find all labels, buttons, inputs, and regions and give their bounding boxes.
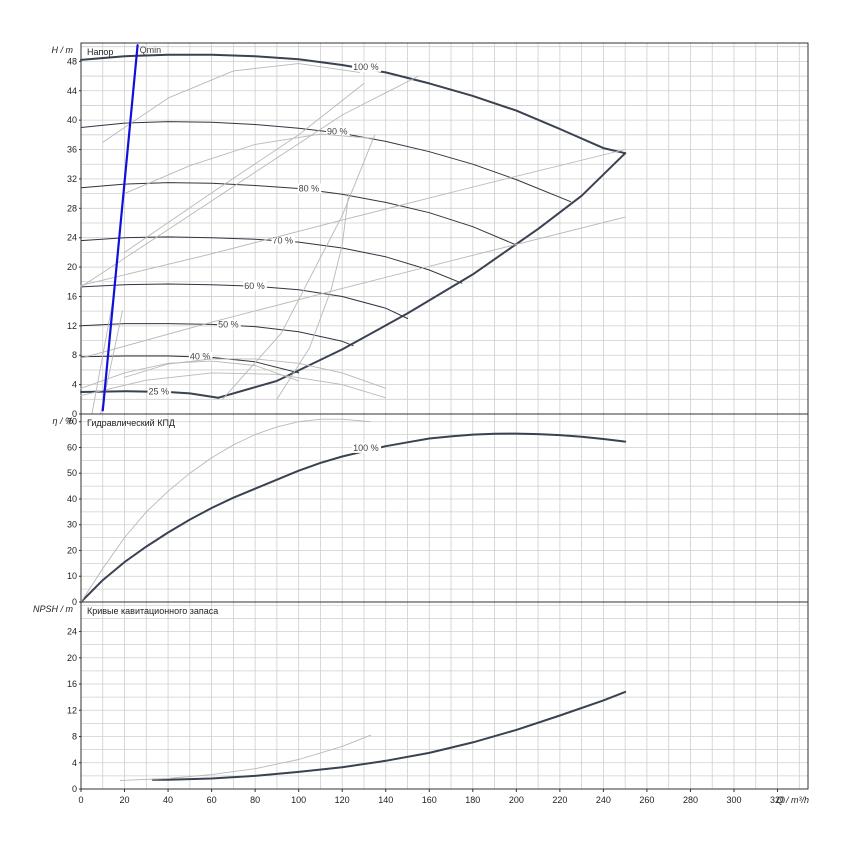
x-tick-label: 220 bbox=[552, 795, 567, 805]
x-tick-label: 120 bbox=[335, 795, 350, 805]
y-tick-label: 0 bbox=[72, 409, 77, 419]
series-line bbox=[80, 372, 387, 399]
x-tick-label: 160 bbox=[422, 795, 437, 805]
y-tick-label: 16 bbox=[67, 679, 77, 689]
curve-label: 60 % bbox=[244, 281, 265, 291]
series-line bbox=[80, 75, 419, 288]
curve-label-bg bbox=[297, 183, 322, 194]
y-tick-label: 60 bbox=[67, 442, 77, 452]
series-line bbox=[102, 63, 361, 143]
curve-label-bg bbox=[188, 351, 213, 362]
y-axis-label: NPSH / m bbox=[33, 604, 74, 614]
curve-label-bg bbox=[147, 386, 172, 397]
y-tick-label: 48 bbox=[67, 56, 77, 66]
x-tick-label: 20 bbox=[120, 795, 130, 805]
y-tick-label: 8 bbox=[72, 350, 77, 360]
series-line bbox=[119, 734, 371, 781]
y-tick-label: 8 bbox=[72, 732, 77, 742]
y-tick-label: 0 bbox=[72, 597, 77, 607]
curve-label-bg bbox=[325, 126, 350, 137]
x-tick-label: 180 bbox=[465, 795, 480, 805]
series-line bbox=[80, 418, 371, 603]
series-line bbox=[80, 149, 626, 286]
y-tick-label: 12 bbox=[67, 321, 77, 331]
x-tick-label: 260 bbox=[639, 795, 654, 805]
panel-title: Гидравлический КПД bbox=[87, 418, 175, 428]
curve-label: Qmin bbox=[140, 45, 162, 55]
series-line bbox=[80, 121, 572, 203]
y-tick-label: 10 bbox=[67, 571, 77, 581]
curve-label: 90 % bbox=[327, 127, 348, 137]
y-tick-label: 4 bbox=[72, 758, 77, 768]
curve-label-bg bbox=[243, 280, 267, 291]
x-tick-label: 200 bbox=[509, 795, 524, 805]
x-tick-label: 140 bbox=[378, 795, 393, 805]
x-tick-label: 320 bbox=[770, 795, 785, 805]
y-tick-label: 20 bbox=[67, 545, 77, 555]
y-tick-label: 4 bbox=[72, 380, 77, 390]
series-line bbox=[124, 133, 376, 195]
panel-title: Кривые кавитационного запаса bbox=[87, 606, 218, 616]
curve-label: 50 % bbox=[218, 320, 239, 330]
curve-label: 25 % bbox=[148, 387, 169, 397]
curve-label: 100 % bbox=[353, 62, 379, 72]
x-tick-label: 0 bbox=[78, 795, 83, 805]
y-tick-label: 20 bbox=[67, 262, 77, 272]
y-tick-label: 50 bbox=[67, 468, 77, 478]
x-tick-label: 40 bbox=[163, 795, 173, 805]
series-line bbox=[101, 44, 139, 412]
x-tick-label: 60 bbox=[207, 795, 217, 805]
series-line bbox=[91, 296, 115, 415]
x-tick-label: 300 bbox=[726, 795, 741, 805]
curve-label-bg bbox=[217, 319, 241, 330]
curve-label-bg bbox=[352, 61, 382, 72]
y-tick-label: 12 bbox=[67, 705, 77, 715]
curve-label-bg bbox=[271, 235, 296, 246]
series-line bbox=[124, 358, 387, 389]
series-line bbox=[80, 360, 300, 389]
y-tick-label: 20 bbox=[67, 653, 77, 663]
y-tick-label: 24 bbox=[67, 233, 77, 243]
y-axis-label: η / % bbox=[52, 416, 73, 426]
y-tick-label: 44 bbox=[67, 86, 77, 96]
series-line bbox=[80, 432, 627, 603]
curve-label: 70 % bbox=[273, 235, 294, 245]
series-line bbox=[151, 690, 627, 781]
y-tick-label: 32 bbox=[67, 174, 77, 184]
curve-label: 40 % bbox=[190, 352, 211, 362]
y-tick-label: 70 bbox=[67, 417, 77, 427]
y-tick-label: 28 bbox=[67, 203, 77, 213]
series-line bbox=[276, 193, 350, 400]
series-line bbox=[124, 82, 365, 253]
series-line bbox=[222, 134, 376, 400]
y-tick-label: 40 bbox=[67, 115, 77, 125]
y-axis-label: H / m bbox=[52, 45, 74, 55]
panel-3: 0 4 8 12 16 20 24 NPSH / m Кривые кавитационного… bbox=[33, 601, 809, 805]
y-tick-label: 40 bbox=[67, 494, 77, 504]
curve-label-bg bbox=[352, 442, 382, 453]
x-tick-label: 80 bbox=[250, 795, 260, 805]
series-line bbox=[80, 216, 626, 359]
panel-frame bbox=[80, 601, 809, 790]
x-axis-label: Q / m³/h bbox=[776, 795, 809, 805]
series-line bbox=[80, 236, 463, 284]
y-tick-label: 0 bbox=[72, 784, 77, 794]
y-tick-label: 36 bbox=[67, 145, 77, 155]
y-tick-label: 16 bbox=[67, 291, 77, 301]
x-tick-label: 100 bbox=[291, 795, 306, 805]
y-tick-label: 30 bbox=[67, 520, 77, 530]
x-tick-label: 240 bbox=[596, 795, 611, 805]
panel-title: Напор bbox=[87, 47, 113, 57]
series-line bbox=[80, 323, 354, 347]
y-tick-label: 24 bbox=[67, 627, 77, 637]
curve-label: 80 % bbox=[299, 183, 320, 193]
x-tick-label: 280 bbox=[683, 795, 698, 805]
curve-label: 100 % bbox=[353, 443, 379, 453]
panel-2: 0 10 20 30 40 50 60 70η / % Гидравлический КПД 10… bbox=[52, 413, 809, 607]
